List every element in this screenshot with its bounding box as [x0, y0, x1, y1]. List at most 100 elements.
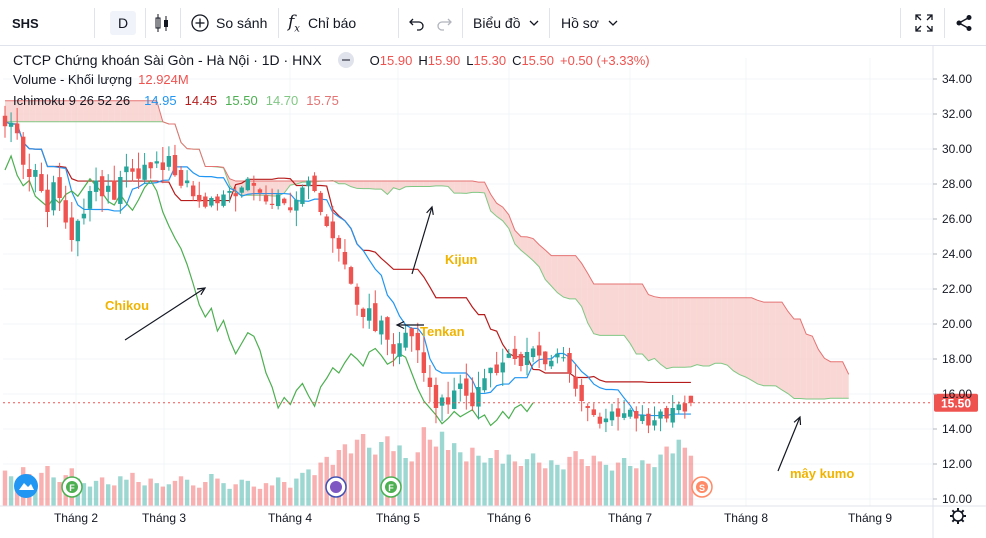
candle-body [184, 180, 190, 184]
profile-menu-button[interactable]: Hồ sơ [561, 0, 618, 46]
volume-bar [324, 456, 329, 506]
candle-body [512, 348, 518, 359]
candle-body [166, 156, 172, 167]
kumo-segment [715, 297, 722, 364]
candle-body [39, 174, 44, 191]
chart-menu-button[interactable]: Biểu đồ [473, 0, 539, 46]
gear-ring [952, 510, 964, 522]
kumo-segment [102, 100, 109, 122]
kumo-segment [423, 181, 430, 187]
volume-bar [476, 455, 481, 506]
annotation-label-kijun: Kijun [445, 252, 478, 267]
interval-label: D [109, 11, 137, 35]
volume-bar [530, 453, 536, 506]
volume-bar [275, 477, 281, 506]
candle-body [203, 196, 208, 207]
candle-body [142, 164, 147, 180]
candle-body [263, 195, 269, 202]
volume-bar [221, 483, 226, 506]
candle-body [160, 162, 166, 170]
kumo-segment [17, 100, 24, 122]
kumo-segment [114, 100, 121, 122]
kumo-segment [563, 255, 570, 299]
ichimoku-value: 14.45 [184, 93, 218, 108]
kumo-segment [65, 100, 72, 122]
legend: CTCP Chứng khoán Sài Gòn - Hà Nội · 1D ·… [13, 52, 650, 108]
volume-bar [506, 454, 512, 506]
candle-body [360, 308, 366, 317]
candle-body [81, 213, 87, 219]
candle-body [543, 351, 548, 365]
redo-button[interactable] [436, 0, 452, 46]
kumo-segment [739, 297, 746, 377]
volume-bar [682, 447, 688, 506]
candle-body [324, 216, 329, 226]
interval-button[interactable]: D [109, 0, 137, 46]
indicators-button[interactable]: fx Chỉ báo [288, 0, 356, 46]
kumo-segment [545, 250, 552, 287]
volume-bar [178, 476, 184, 506]
undo-icon [409, 18, 424, 31]
kumo-segment [41, 100, 48, 122]
volume-bar [93, 480, 99, 506]
candle-body [130, 168, 135, 172]
compare-button[interactable]: So sánh [190, 0, 267, 46]
indicators-label: Chỉ báo [307, 15, 357, 31]
chevron-down-icon [608, 20, 618, 26]
candle-body [275, 194, 281, 207]
candle-body [257, 189, 263, 193]
axes: 34.00 32.00 30.00 28.00 26.00 24.00 22.00 20.00… [0, 46, 986, 538]
chart-title: CTCP Chứng khoán Sài Gòn - Hà Nội · 1D ·… [13, 52, 322, 68]
collapse-legend-button[interactable] [337, 52, 354, 68]
volume-bar [615, 462, 621, 506]
kumo-segment [763, 302, 770, 386]
event-marker-dot [66, 481, 78, 493]
gear-tooth [960, 509, 965, 514]
candle-body [409, 328, 414, 337]
candle-body [221, 194, 226, 206]
kumo-segment [29, 100, 36, 122]
volume-bar [609, 470, 615, 506]
candle-body [458, 383, 463, 389]
settings-gear-icon[interactable] [950, 508, 966, 524]
volume-legend-label: Volume - Khối lượng [13, 72, 133, 87]
volume-bar [209, 474, 214, 506]
kumo-segment [472, 181, 479, 193]
candle-body [69, 217, 74, 240]
kumo-segment [490, 194, 497, 217]
annotation-arrowhead [426, 205, 434, 215]
kumo-segment [448, 181, 455, 194]
kumo-segment [684, 297, 691, 368]
candle-body [579, 384, 584, 401]
gear-tooth [960, 518, 965, 523]
candle-body [652, 420, 657, 426]
candle-body [597, 416, 603, 424]
volume-bar [652, 467, 657, 506]
kumo-segment [278, 181, 285, 197]
kijun-line [4, 121, 691, 384]
senkou-span-b-line [5, 100, 850, 375]
volume-bar [251, 486, 257, 506]
event-marker-label: F [69, 483, 75, 493]
share-button[interactable] [955, 0, 973, 46]
volume-bar [39, 472, 44, 506]
undo-button[interactable] [409, 0, 425, 46]
candle-body [427, 377, 433, 387]
volume-bar [105, 484, 111, 506]
candle-body [628, 409, 633, 417]
candle-body [288, 207, 293, 211]
candle-body [27, 169, 32, 177]
fullscreen-button[interactable] [915, 0, 933, 46]
volume-bar [439, 431, 445, 506]
candle-style-button[interactable] [153, 0, 171, 46]
candle-body [561, 357, 566, 359]
ohlc-h: H15.90 [418, 52, 461, 68]
volume-bar [458, 452, 463, 506]
volume-bar [591, 455, 596, 506]
y-tick-label: 26.00 [942, 212, 972, 226]
volume-bar [215, 478, 220, 506]
symbol-search[interactable]: SHS [12, 0, 39, 46]
event-marker-dot [385, 481, 397, 493]
ichimoku-legend-values: 14.95 14.45 15.50 14.70 15.75 [136, 93, 339, 108]
